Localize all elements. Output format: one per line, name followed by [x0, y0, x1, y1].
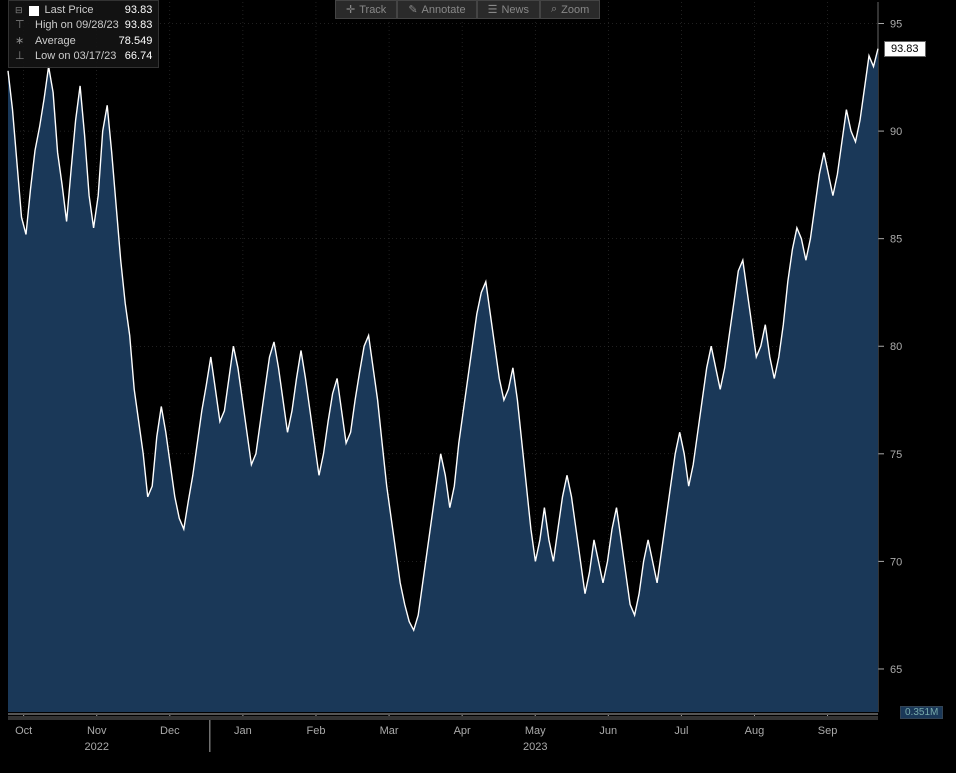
- svg-text:75: 75: [890, 449, 902, 461]
- legend-low: ⊥ Low on 03/17/23 66.74: [15, 49, 152, 64]
- last-price-marker: [29, 6, 39, 16]
- svg-text:90: 90: [890, 126, 902, 138]
- legend-high: ⊤ High on 09/28/23 93.83: [15, 18, 152, 33]
- svg-text:Dec: Dec: [160, 725, 180, 737]
- zoom-icon: ⌕: [551, 3, 557, 16]
- svg-text:Aug: Aug: [745, 725, 765, 737]
- track-icon: ✛: [346, 3, 355, 16]
- news-button[interactable]: ☰ News: [477, 0, 540, 19]
- legend-average: ∗ Average 78.549: [15, 34, 152, 49]
- average-value: 78.549: [119, 34, 153, 49]
- chart-toolbar: ✛ Track ✎ Annotate ☰ News ⌕ Zoom: [335, 0, 600, 19]
- average-label: Average: [35, 34, 113, 49]
- high-label: High on 09/28/23: [35, 18, 119, 33]
- svg-text:May: May: [525, 725, 546, 737]
- svg-text:Oct: Oct: [15, 725, 32, 737]
- track-label: Track: [359, 4, 386, 16]
- zoom-label: Zoom: [561, 4, 589, 16]
- annotate-button[interactable]: ✎ Annotate: [397, 0, 476, 19]
- price-chart[interactable]: 65 70 75 80 85 90 95 Oct Nov Dec Jan Feb Mar Apr May Ju…: [0, 0, 956, 768]
- svg-text:65: 65: [890, 664, 902, 676]
- svg-text:Sep: Sep: [818, 725, 838, 737]
- svg-text:85: 85: [890, 234, 902, 246]
- svg-text:Mar: Mar: [380, 725, 399, 737]
- svg-text:Nov: Nov: [87, 725, 107, 737]
- legend-last-price: ⊟ Last Price 93.83: [15, 3, 152, 18]
- svg-text:Feb: Feb: [306, 725, 325, 737]
- last-price-label: Last Price: [45, 3, 119, 18]
- svg-text:2023: 2023: [523, 741, 547, 753]
- chart-svg: 65 70 75 80 85 90 95 Oct Nov Dec Jan Feb Mar Apr May Ju…: [0, 0, 956, 768]
- chart-legend: ⊟ Last Price 93.83 ⊤ High on 09/28/23 93…: [8, 0, 159, 68]
- svg-text:Jun: Jun: [599, 725, 617, 737]
- annotate-icon: ✎: [408, 3, 417, 16]
- svg-text:95: 95: [890, 19, 902, 31]
- high-value: 93.83: [125, 18, 153, 33]
- svg-text:80: 80: [890, 341, 902, 353]
- price-badge-value: 93.83: [891, 43, 919, 55]
- svg-text:2022: 2022: [84, 741, 108, 753]
- track-button[interactable]: ✛ Track: [335, 0, 397, 19]
- news-label: News: [501, 4, 529, 16]
- volume-badge: 0.351M: [900, 706, 943, 719]
- last-price-value: 93.83: [125, 3, 153, 18]
- svg-text:70: 70: [890, 556, 902, 568]
- current-price-badge: 93.83: [884, 41, 926, 57]
- low-value: 66.74: [125, 49, 153, 64]
- vol-badge-value: 0.351M: [905, 707, 938, 718]
- svg-text:Jul: Jul: [674, 725, 688, 737]
- low-label: Low on 03/17/23: [35, 49, 119, 64]
- annotate-label: Annotate: [422, 4, 466, 16]
- zoom-button[interactable]: ⌕ Zoom: [540, 0, 600, 19]
- svg-text:Jan: Jan: [234, 725, 252, 737]
- news-icon: ☰: [488, 3, 498, 16]
- svg-text:Apr: Apr: [454, 725, 471, 737]
